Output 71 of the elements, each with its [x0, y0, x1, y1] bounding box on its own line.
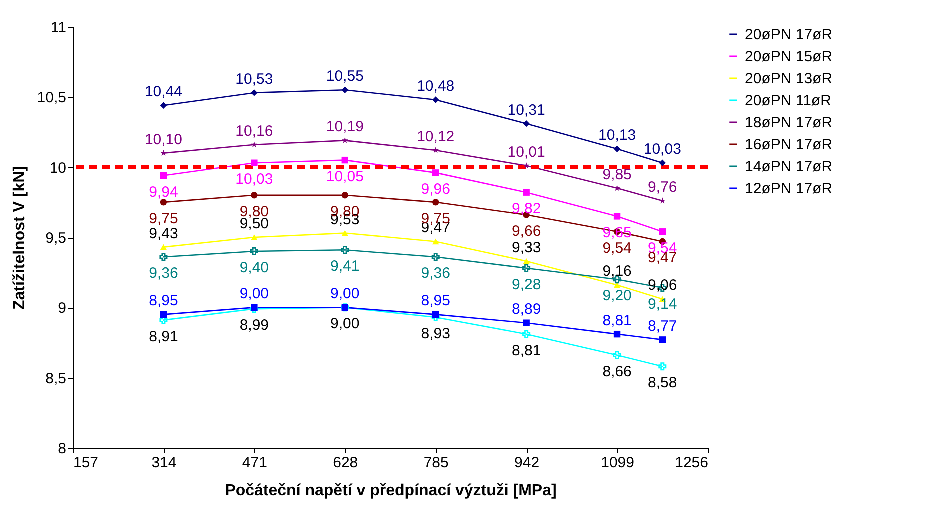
legend-label: 14øPN 17øR — [745, 158, 833, 176]
data-label: 10,03 — [236, 171, 274, 188]
data-label: 9,14 — [648, 296, 678, 314]
x-axis-title: Počáteční napětí v předpínací výztuži [MPa] — [225, 482, 557, 500]
data-label: 9,40 — [240, 260, 270, 277]
data-label: 10,01 — [508, 144, 546, 161]
data-label: 10,03 — [644, 141, 682, 158]
data-label: 9,00 — [240, 286, 270, 303]
x-tick-label: 942 — [514, 454, 540, 472]
data-label: 9,43 — [149, 225, 178, 242]
data-label: 8,58 — [648, 374, 678, 392]
y-tick-label: 11 — [50, 20, 66, 36]
data-label: 8,77 — [648, 318, 678, 335]
data-label: 9,85 — [602, 166, 632, 184]
data-label: 10,53 — [236, 70, 274, 88]
legend-label: 20øPN 17øR — [745, 26, 833, 44]
data-label: 8,95 — [421, 292, 450, 310]
y-tick-label: 9,5 — [46, 230, 66, 247]
x-tick-label: 314 — [152, 454, 177, 472]
data-label: 8,66 — [602, 363, 632, 380]
data-label: 8,95 — [149, 292, 178, 310]
y-tick-label: 9 — [58, 300, 66, 318]
x-tick-label: 471 — [242, 454, 268, 472]
y-tick-label: 8,5 — [46, 370, 66, 388]
data-label: 10,13 — [598, 127, 636, 144]
data-label: 9,76 — [648, 179, 678, 196]
x-tick-label: 157 — [74, 454, 99, 472]
data-label: 8,99 — [240, 317, 270, 334]
data-label: 10,48 — [417, 78, 455, 95]
data-label: 10,10 — [144, 131, 182, 148]
data-label: 8,81 — [512, 342, 542, 360]
data-label: 8,89 — [512, 301, 542, 318]
legend-label: 16øPN 17øR — [745, 136, 833, 154]
data-label: 9,75 — [149, 210, 178, 228]
data-label: 10,44 — [144, 84, 182, 101]
data-label: 8,91 — [149, 328, 178, 346]
legend-label: 18øPN 17øR — [745, 114, 833, 132]
data-label: 10,55 — [326, 68, 364, 86]
data-label: 10,31 — [508, 102, 546, 119]
data-label: 9,00 — [330, 286, 360, 303]
y-axis-title: Zatížitelnost V [kN] — [11, 166, 28, 310]
y-tick-label: 10,5 — [37, 90, 66, 107]
data-label: 10,19 — [326, 118, 364, 136]
data-label: 9,66 — [512, 223, 542, 240]
data-label: 8,81 — [602, 312, 632, 330]
data-label: 8,93 — [421, 325, 450, 342]
data-label: 9,41 — [330, 258, 360, 276]
x-tick-label: 628 — [333, 454, 358, 472]
data-label: 9,36 — [149, 265, 178, 282]
legend-label: 20øPN 13øR — [745, 70, 833, 88]
data-label: 9,36 — [421, 265, 450, 282]
data-label: 10,12 — [417, 128, 455, 146]
data-label: 9,33 — [512, 239, 542, 256]
data-label: 9,82 — [512, 200, 542, 218]
data-label: 9,54 — [602, 240, 632, 257]
legend-label: 20øPN 15øR — [745, 48, 833, 66]
data-label: 9,00 — [330, 316, 360, 333]
legend-label: 20øPN 11øR — [745, 92, 832, 110]
data-label: 9,16 — [602, 263, 632, 280]
y-tick-label: 10 — [50, 160, 66, 177]
data-label: 9,94 — [149, 184, 178, 201]
data-label: 10,05 — [326, 168, 364, 186]
y-tick-label: 8 — [58, 440, 66, 458]
data-label: 9,20 — [602, 288, 632, 305]
x-tick-label: 785 — [424, 454, 449, 472]
legend-label: 12øPN 17øR — [745, 180, 833, 198]
data-label: 9,96 — [421, 180, 450, 198]
x-tick-label: 1256 — [675, 454, 708, 472]
data-label: 10,16 — [236, 122, 274, 140]
x-tick-label: 1099 — [601, 454, 634, 472]
data-label: 9,28 — [512, 276, 542, 294]
